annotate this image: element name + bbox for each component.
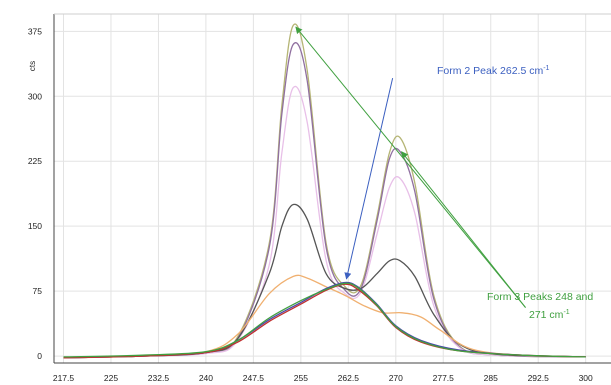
y-axis-label: cts — [28, 61, 37, 71]
y-tick-label: 225 — [28, 156, 42, 166]
x-tick-label: 255 — [294, 373, 308, 383]
x-tick-label: 292.5 — [528, 373, 550, 383]
x-tick-label: 300 — [579, 373, 593, 383]
series-line-2 — [63, 42, 586, 359]
y-tick-label: 0 — [37, 351, 42, 361]
annotations: Form 2 Peak 262.5 cm-1 Form 3 Peaks 248 a… — [295, 26, 593, 321]
form2-annotation-text: Form 2 Peak 262.5 cm-1 — [437, 65, 550, 77]
series-group — [63, 23, 586, 359]
series-line-4 — [63, 203, 586, 359]
series-line-3 — [63, 85, 586, 359]
x-tick-label: 285 — [484, 373, 498, 383]
x-tick-label: 232.5 — [148, 373, 170, 383]
x-tick-label: 277.5 — [433, 373, 455, 383]
series-line-5 — [63, 274, 586, 359]
x-tick-label: 217.5 — [53, 373, 75, 383]
y-tick-label: 75 — [33, 286, 43, 296]
axes — [53, 13, 611, 364]
form2-arrow — [344, 77, 394, 280]
x-tick-label: 240 — [199, 373, 213, 383]
y-tick-label: 375 — [28, 26, 42, 36]
x-tick-label: 270 — [389, 373, 403, 383]
y-tick-label: 300 — [28, 91, 42, 101]
x-tick-label: 225 — [104, 373, 118, 383]
form3-annotation-line1: Form 3 Peaks 248 and — [487, 291, 593, 303]
form3-arrow-2 — [401, 151, 526, 308]
x-tick-label: 262.5 — [338, 373, 360, 383]
x-tick-label: 247.5 — [243, 373, 265, 383]
y-tick-label: 150 — [28, 221, 42, 231]
series-line-8 — [63, 282, 586, 358]
form3-annotation-line2: 271 cm-1 — [529, 309, 570, 321]
series-line-1 — [63, 23, 586, 359]
tick-labels: 217.5 225 232.5 240 247.5 255 262.5 270 277.5 285… — [28, 26, 593, 383]
form3-arrow-1 — [295, 26, 526, 308]
